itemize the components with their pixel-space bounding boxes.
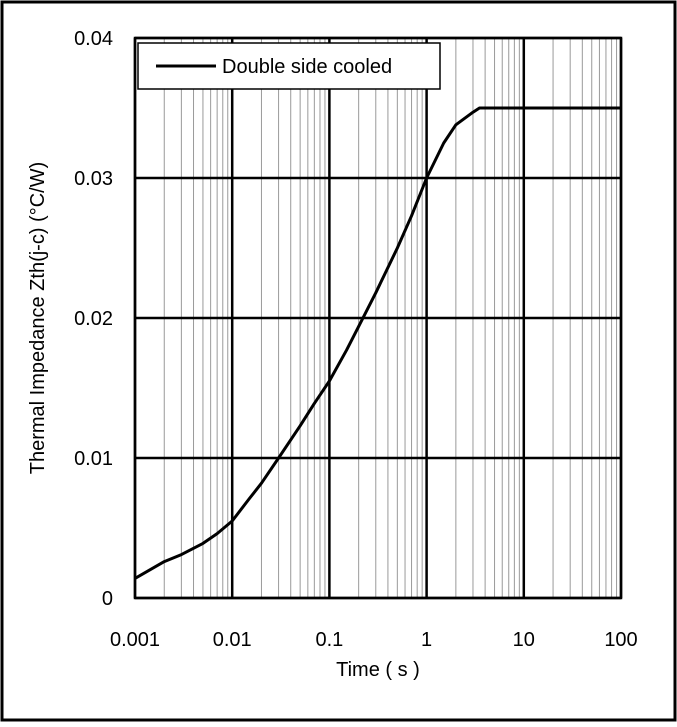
series-layer <box>134 106 621 580</box>
y-tick-label: 0 <box>102 588 113 610</box>
plot-frame <box>133 36 623 600</box>
x-tick-label: 10 <box>513 629 535 651</box>
x-axis-title: Time ( s ) <box>336 659 420 681</box>
x-tick-label: 1 <box>421 629 432 651</box>
y-tick-label: 0.02 <box>74 308 113 330</box>
x-tick-label: 0.01 <box>213 629 252 651</box>
x-tick-label: 0.001 <box>110 629 160 651</box>
x-tick-label: 0.1 <box>315 629 343 651</box>
legend: Double side cooled <box>137 42 441 90</box>
x-tick-labels: 0.001 0.01 0.1 1 10 100 <box>110 629 638 651</box>
x-tick-label: 100 <box>604 629 637 651</box>
series-line <box>134 106 621 580</box>
legend-label: Double side cooled <box>222 56 392 78</box>
y-tick-label: 0.03 <box>74 168 113 190</box>
plot-area-border <box>133 36 623 600</box>
y-tick-label: 0.04 <box>74 28 113 50</box>
y-tick-labels: 0 0.01 0.02 0.03 0.04 <box>74 28 113 610</box>
y-axis-title: Thermal Impedance Zth(j-c) (°C/W) <box>27 162 49 475</box>
y-tick-label: 0.01 <box>74 448 113 470</box>
